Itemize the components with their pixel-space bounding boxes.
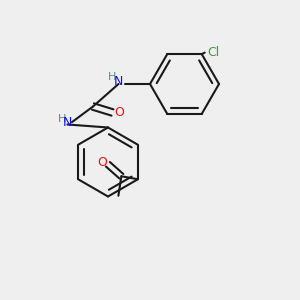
Text: H: H	[58, 113, 67, 124]
Text: N: N	[63, 116, 72, 130]
Text: H: H	[108, 71, 117, 82]
Text: O: O	[97, 156, 107, 169]
Text: N: N	[114, 75, 123, 88]
Text: O: O	[114, 106, 124, 119]
Text: Cl: Cl	[208, 46, 220, 59]
